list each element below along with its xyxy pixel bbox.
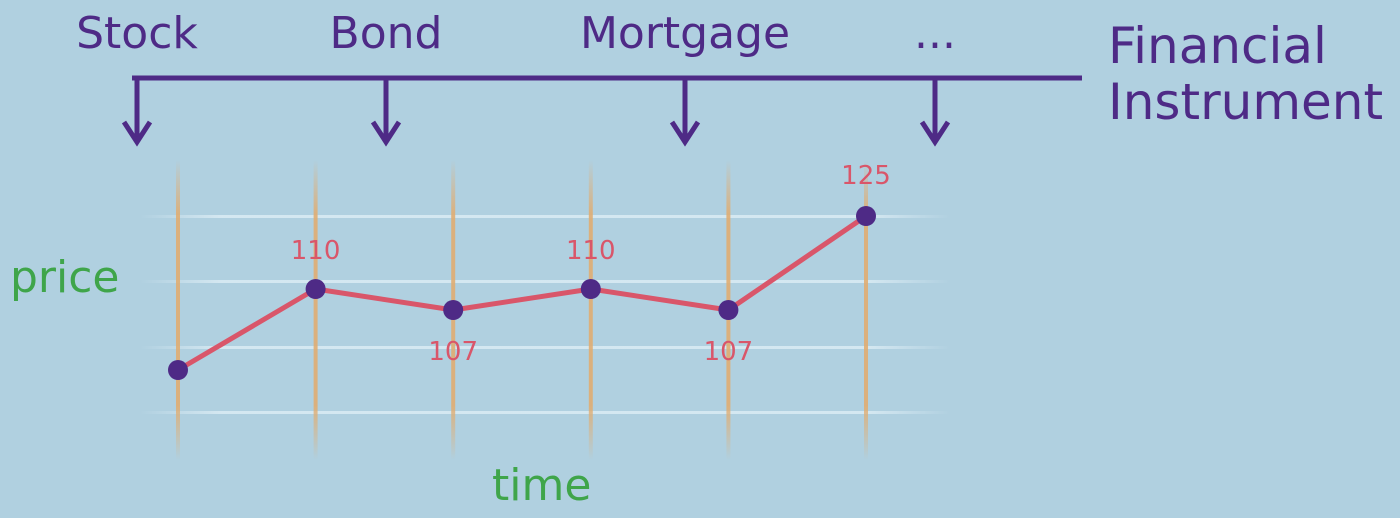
data-point	[443, 300, 464, 320]
data-label: 110	[566, 236, 616, 266]
category-arrow-bond	[370, 78, 402, 147]
time-marker	[588, 160, 593, 460]
financial-instrument-title-line-2: Instrument	[1108, 73, 1384, 131]
financial-instrument-title: Financial Instrument	[1108, 18, 1383, 130]
time-marker	[176, 160, 180, 460]
category-arrow-stock	[121, 78, 153, 147]
data-label: 110	[291, 236, 341, 266]
data-label: 107	[704, 337, 754, 367]
x-axis-label: time	[492, 460, 592, 511]
category-label-stock: Stock	[76, 8, 198, 59]
data-label: 107	[428, 337, 478, 367]
gridline	[140, 346, 950, 349]
category-label-bond: Bond	[329, 8, 443, 59]
category-arrow-mortgage	[669, 78, 701, 147]
gridline	[140, 215, 950, 218]
price-series	[168, 206, 876, 380]
data-point	[856, 206, 876, 226]
time-marker	[313, 160, 318, 460]
data-labels: 110 107 110 107 125	[291, 161, 891, 367]
chart-gridlines	[140, 215, 950, 414]
y-axis-label: price	[10, 252, 120, 303]
data-point	[580, 279, 601, 299]
data-point	[718, 300, 739, 320]
gridline	[140, 411, 950, 414]
data-label: 125	[841, 161, 891, 191]
category-label-more: ...	[914, 8, 956, 59]
financial-instrument-title-line-1: Financial	[1108, 17, 1327, 75]
time-marker	[864, 160, 868, 460]
price-line	[176, 213, 868, 373]
category-arrow-more	[919, 78, 951, 147]
gridline	[140, 280, 950, 283]
data-point	[305, 279, 326, 299]
data-point	[168, 360, 188, 380]
category-label-mortgage: Mortgage	[579, 8, 791, 59]
